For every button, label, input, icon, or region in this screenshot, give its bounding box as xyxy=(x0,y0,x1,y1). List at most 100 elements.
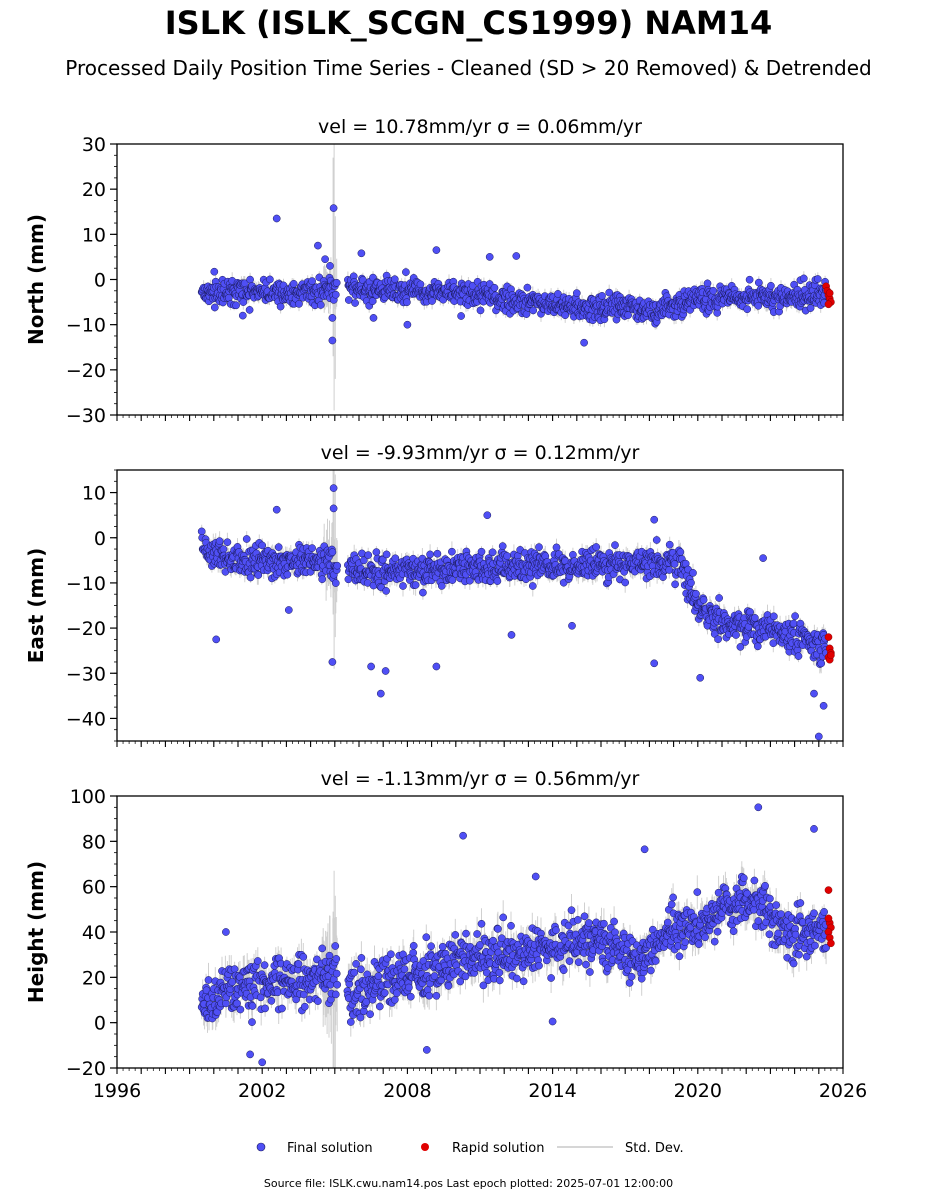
final-point xyxy=(318,575,327,584)
final-point xyxy=(754,301,763,310)
final-point xyxy=(600,919,608,928)
final-point xyxy=(246,275,254,284)
final-point xyxy=(357,249,366,258)
final-point xyxy=(272,214,281,223)
final-point xyxy=(223,538,232,547)
final-point xyxy=(448,576,457,584)
rapid-point xyxy=(824,914,833,923)
final-point xyxy=(713,927,722,936)
final-point xyxy=(261,1004,269,1013)
final-point xyxy=(212,635,221,644)
final-point xyxy=(390,995,399,1004)
final-point xyxy=(233,999,241,1008)
final-point xyxy=(817,659,826,668)
final-point xyxy=(314,241,322,250)
series-rapid-north xyxy=(822,282,835,309)
plot-frame-east xyxy=(116,469,844,742)
final-point xyxy=(791,930,800,939)
final-point xyxy=(462,929,470,938)
final-point xyxy=(765,930,774,939)
final-point xyxy=(267,996,276,1005)
final-point xyxy=(490,283,499,292)
final-point xyxy=(650,659,659,668)
final-point xyxy=(427,942,435,951)
final-point xyxy=(531,872,540,881)
final-point xyxy=(331,290,340,299)
final-point xyxy=(529,306,538,315)
rapid-point xyxy=(827,939,835,948)
final-point xyxy=(736,643,745,651)
stddev-bars-north xyxy=(201,144,827,411)
final-point xyxy=(637,974,646,983)
final-point xyxy=(751,614,759,622)
final-point xyxy=(258,1058,267,1067)
final-point xyxy=(523,283,532,292)
final-point xyxy=(547,974,555,982)
final-point xyxy=(289,279,298,288)
final-point xyxy=(332,955,341,963)
final-point xyxy=(675,952,684,961)
final-point xyxy=(197,527,206,536)
y-tick-label: 10 xyxy=(82,224,106,246)
final-point xyxy=(498,542,507,550)
final-point xyxy=(667,900,676,909)
final-point xyxy=(380,989,389,997)
final-point xyxy=(652,536,661,544)
final-point xyxy=(391,554,400,563)
final-point xyxy=(382,587,390,595)
legend-rapid-label: Rapid solution xyxy=(452,1141,544,1156)
y-tick-label: −40 xyxy=(66,708,106,730)
legend: Final solution Rapid solution Std. Dev. xyxy=(256,1141,684,1156)
final-point xyxy=(405,983,413,992)
final-point xyxy=(794,652,803,660)
panel-title-east: vel = -9.93mm/yr σ = 0.12mm/yr xyxy=(321,442,640,464)
final-point xyxy=(789,619,798,628)
y-tick-label: −20 xyxy=(66,618,106,640)
final-point xyxy=(232,301,240,310)
final-point xyxy=(329,484,338,492)
final-point xyxy=(811,941,819,950)
final-point xyxy=(586,968,594,976)
final-point xyxy=(795,950,803,959)
final-point xyxy=(329,504,338,513)
final-point xyxy=(266,275,274,284)
final-point xyxy=(465,576,474,585)
y-tick-label: −30 xyxy=(66,405,106,427)
final-point xyxy=(299,990,308,999)
final-point xyxy=(248,1002,257,1010)
final-point xyxy=(746,608,754,616)
final-point xyxy=(535,961,543,970)
final-point xyxy=(819,701,828,710)
final-point xyxy=(308,277,316,285)
final-point xyxy=(512,974,521,983)
final-point xyxy=(671,580,679,589)
y-tick-label: −30 xyxy=(66,663,106,685)
final-point xyxy=(254,571,263,579)
rapid-point xyxy=(827,651,835,660)
final-point xyxy=(448,547,456,556)
panel-title-height: vel = -1.13mm/yr σ = 0.56mm/yr xyxy=(321,768,640,790)
final-point xyxy=(552,543,561,552)
final-point xyxy=(367,662,375,671)
panel-height: vel = -1.13mm/yr σ = 0.56mm/yr Height (mm… xyxy=(24,768,867,1102)
y-tick-label: −10 xyxy=(66,573,106,595)
final-point xyxy=(580,912,589,921)
final-point xyxy=(528,582,537,590)
final-point xyxy=(331,942,340,950)
final-point xyxy=(357,954,366,962)
final-point xyxy=(791,612,799,620)
final-point xyxy=(411,581,420,589)
final-point xyxy=(640,845,649,854)
final-point xyxy=(204,976,213,984)
final-point xyxy=(507,631,516,639)
final-point xyxy=(689,569,697,577)
final-point xyxy=(366,1010,374,1019)
final-point xyxy=(810,825,818,833)
y-tick-label: 60 xyxy=(82,877,106,899)
final-points-north xyxy=(197,204,830,347)
y-tick-label: 20 xyxy=(82,179,106,201)
series-final-east xyxy=(197,470,835,741)
final-point xyxy=(696,673,705,682)
final-point xyxy=(400,965,409,974)
final-point xyxy=(387,950,395,959)
